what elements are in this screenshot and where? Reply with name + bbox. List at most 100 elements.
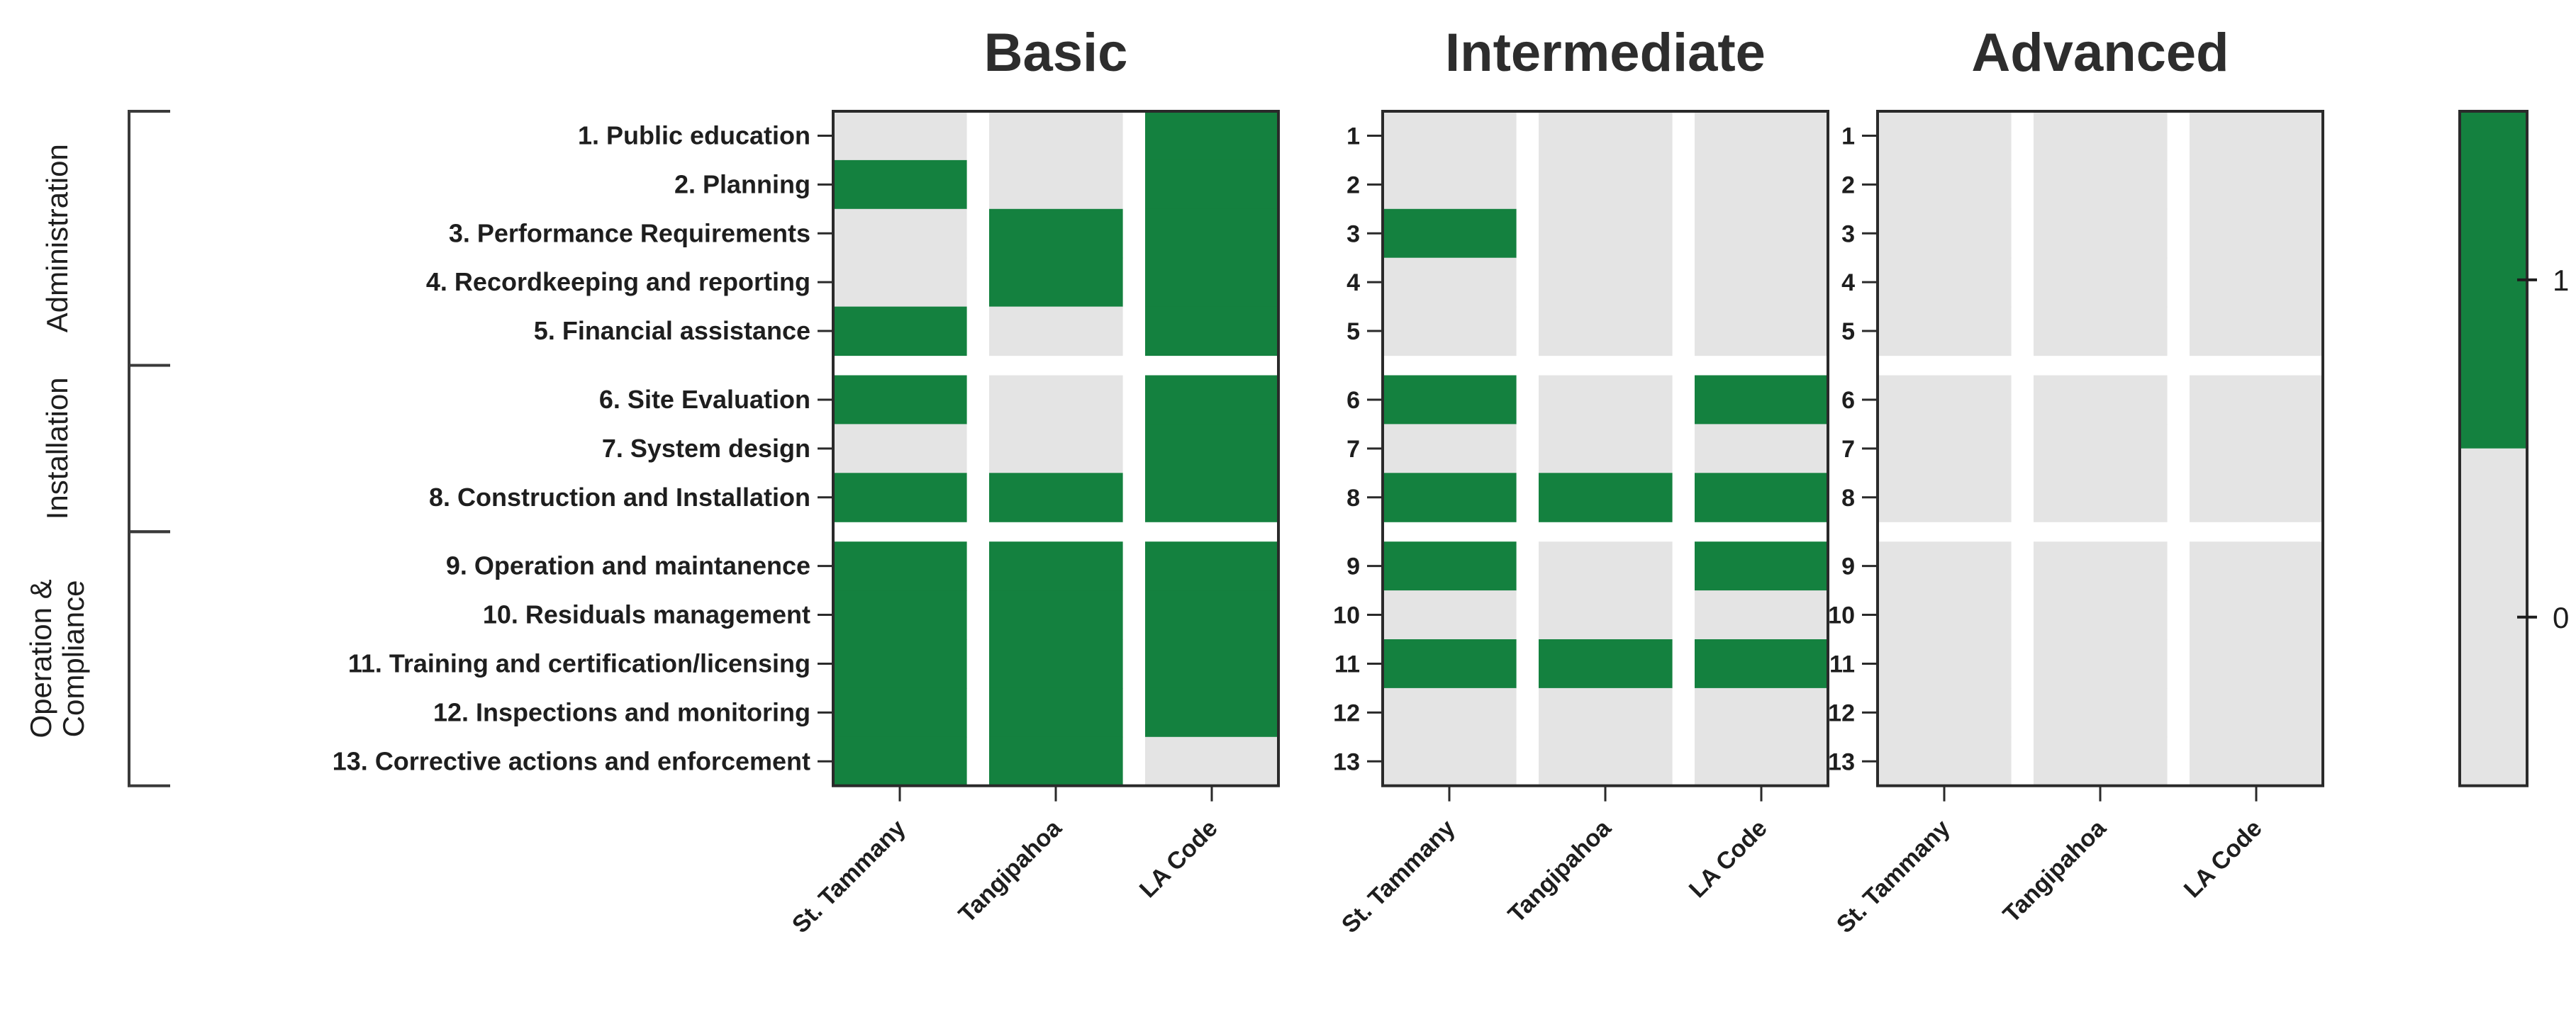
colorbar-segment-one <box>2460 111 2527 449</box>
heatmap-cell <box>1539 306 1673 356</box>
heatmap-cell <box>1145 736 1279 787</box>
row-group-bracket <box>128 110 170 367</box>
heatmap-cell <box>1145 208 1279 259</box>
heatmap-cell <box>1383 590 1517 640</box>
row-label: 6. Site Evaluation <box>599 385 810 414</box>
heatmap-cell <box>1878 687 2012 738</box>
heatmap-cell <box>1145 257 1279 308</box>
row-label: 10. Residuals management <box>483 600 810 629</box>
heatmap-cell <box>989 111 1123 161</box>
heatmap-cell <box>1878 590 2012 640</box>
heatmap-cell <box>1145 687 1279 738</box>
heatmap-cell <box>1539 639 1673 689</box>
row-label: 10 <box>1333 602 1360 629</box>
heatmap-cell <box>2034 375 2168 425</box>
heatmap-cell <box>1878 541 2012 591</box>
heatmap-cell <box>2190 257 2324 308</box>
heatmap-cell <box>833 257 967 308</box>
row-label: 3. Performance Requirements <box>449 218 810 247</box>
heatmap-cell <box>989 306 1123 356</box>
heatmap-cell <box>1539 424 1673 473</box>
heatmap-cell <box>1539 473 1673 522</box>
column-label: LA Code <box>1684 814 1773 903</box>
heatmap-cell <box>1145 590 1279 640</box>
heatmap-cell <box>2034 590 2168 640</box>
heatmap-cell <box>1878 306 2012 356</box>
heatmap-cell <box>1383 541 1517 591</box>
heatmap-cell <box>2034 208 2168 259</box>
row-label: 4. Recordkeeping and reporting <box>426 267 810 296</box>
row-label: 5 <box>1841 318 1855 345</box>
heatmap-cell <box>1878 257 2012 308</box>
heatmap-cell <box>1695 473 1829 522</box>
row-label: 9 <box>1841 554 1855 580</box>
heatmap-cell <box>1695 159 1829 210</box>
heatmap-cell <box>989 257 1123 308</box>
heatmap-cell <box>989 424 1123 473</box>
column-label: St. Tammany <box>1831 814 1956 938</box>
heatmap-cell <box>833 541 967 591</box>
heatmap-cell <box>1145 424 1279 473</box>
heatmap-cell <box>1695 424 1829 473</box>
row-group-bracket <box>128 364 170 534</box>
heatmap-cell <box>1383 159 1517 210</box>
row-label: 5 <box>1346 318 1360 345</box>
heatmap-cell <box>1878 208 2012 259</box>
colorbar-frame <box>2458 110 2528 787</box>
heatmap-cell <box>2034 736 2168 787</box>
heatmap-cell <box>1878 111 2012 161</box>
heatmap-cell <box>833 639 967 689</box>
row-label: 4 <box>1346 269 1360 296</box>
heatmap-cell <box>2034 111 2168 161</box>
column-label: St. Tammany <box>1337 814 1461 938</box>
heatmap-cell <box>2034 257 2168 308</box>
heatmap-cell <box>2190 111 2324 161</box>
heatmap-cell <box>989 590 1123 640</box>
row-label: 12. Inspections and monitoring <box>433 697 810 726</box>
heatmap-cell <box>2034 687 2168 738</box>
heatmap-cell <box>1878 736 2012 787</box>
heatmap-cell <box>833 736 967 787</box>
heatmap-cell <box>2190 687 2324 738</box>
heatmap-cell <box>1878 473 2012 522</box>
heatmap-cell <box>833 111 967 161</box>
heatmap-cell <box>2190 590 2324 640</box>
row-label: 3 <box>1346 220 1360 247</box>
heatmap-cell <box>1539 257 1673 308</box>
row-label: 3 <box>1841 220 1855 247</box>
heatmap-cell <box>833 687 967 738</box>
row-group-label: Compliance <box>57 580 90 738</box>
row-label: 2 <box>1346 172 1360 198</box>
colorbar-tick-label: 0 <box>2553 601 2569 634</box>
row-label: 13 <box>1828 748 1855 775</box>
row-label: 10 <box>1828 602 1855 629</box>
heatmap-cell <box>1695 736 1829 787</box>
row-label: 8. Construction and Installation <box>429 483 810 512</box>
row-label: 11 <box>1829 651 1855 678</box>
row-label: 11. Training and certification/licensing <box>348 648 810 678</box>
heatmap-cell <box>1383 736 1517 787</box>
heatmap-cell <box>2034 473 2168 522</box>
row-group-label: Operation & <box>24 579 57 738</box>
heatmap-cell <box>2190 639 2324 689</box>
row-label: 6 <box>1346 387 1360 414</box>
row-label: 2. Planning <box>674 169 810 198</box>
heatmap-cell <box>1145 375 1279 425</box>
heatmap-cell <box>1695 541 1829 591</box>
heatmap-cell <box>1539 687 1673 738</box>
heatmap-cell <box>1695 639 1829 689</box>
row-label: 13 <box>1333 748 1360 775</box>
row-label: 8 <box>1346 485 1360 512</box>
heatmap-cell <box>1695 687 1829 738</box>
heatmap-cell <box>833 473 967 522</box>
heatmap-cell <box>2190 306 2324 356</box>
heatmap-cell <box>1383 208 1517 259</box>
heatmap-cell <box>2190 208 2324 259</box>
heatmap-cell <box>1145 111 1279 161</box>
heatmap-cell <box>833 424 967 473</box>
column-label: Tangipahoa <box>1998 814 2112 928</box>
row-group-label: Installation <box>40 377 74 519</box>
heatmap-cell <box>1695 208 1829 259</box>
heatmap-cell <box>833 208 967 259</box>
row-label: 5. Financial assistance <box>534 316 810 345</box>
